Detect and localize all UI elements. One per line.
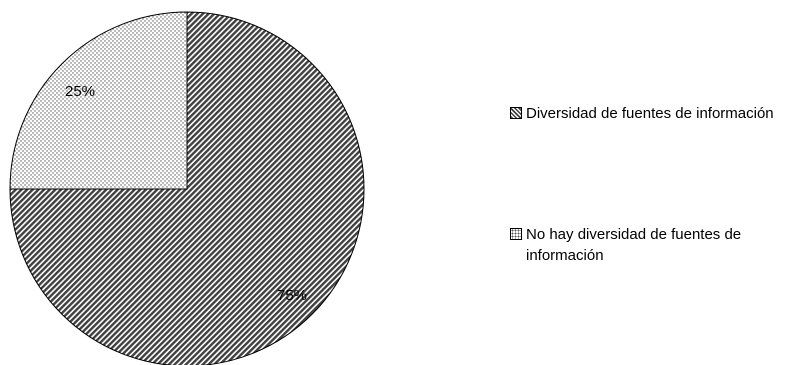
legend-swatch-dots [510,228,522,240]
legend-item-no-diversidad: No hay diversidad de fuentes de informac… [510,224,802,266]
data-label-1: 25% [65,83,95,100]
data-label-0: 75% [277,287,307,304]
pie-chart: 75% 25% [9,11,365,365]
legend-swatch-hatch [510,107,522,119]
pie-slice-1 [9,11,188,190]
legend-label: Diversidad de fuentes de información [526,105,774,122]
pie-slice-0 [9,11,365,365]
legend-item-diversidad: Diversidad de fuentes de información [510,103,802,124]
legend-label: No hay diversidad de fuentes de informac… [526,226,742,264]
